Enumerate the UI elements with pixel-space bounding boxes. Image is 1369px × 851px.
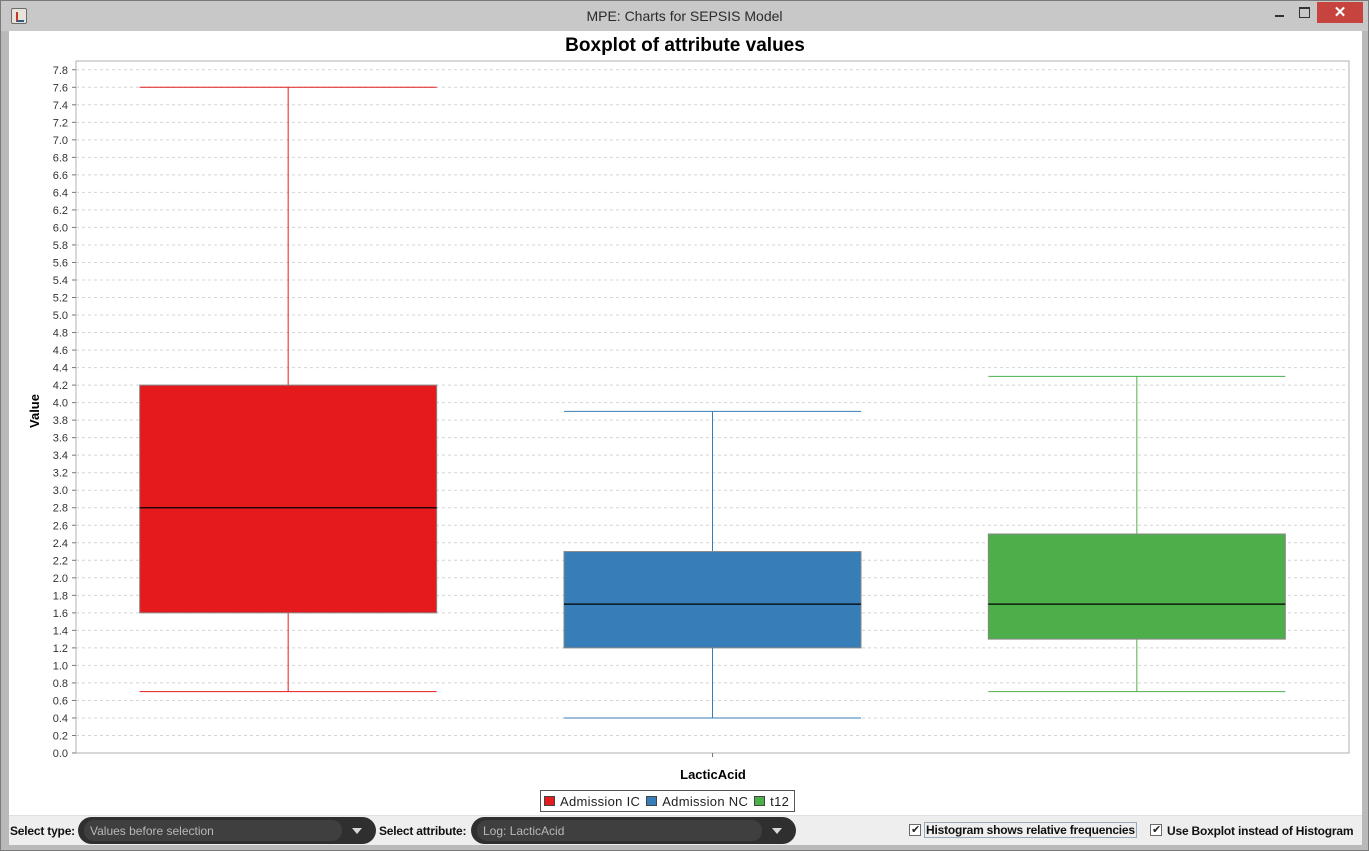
legend-item: Admission NC xyxy=(646,794,748,809)
y-tick-label: 3.0 xyxy=(53,485,68,497)
close-icon: ✕ xyxy=(1333,4,1347,21)
legend-label: Admission IC xyxy=(560,793,641,809)
y-tick-label: 2.8 xyxy=(53,503,68,515)
title-bar[interactable]: MPE: Charts for SEPSIS Model ✕ xyxy=(1,1,1368,31)
select-attribute-label: Select attribute: xyxy=(379,824,467,838)
y-tick-label: 4.4 xyxy=(53,363,68,375)
y-tick-label: 7.8 xyxy=(53,65,68,77)
y-tick-label: 6.4 xyxy=(53,187,68,199)
y-tick-label: 2.2 xyxy=(53,555,68,567)
y-tick-label: 7.6 xyxy=(53,82,68,94)
histogram-relative-label[interactable]: Histogram shows relative frequencies xyxy=(924,822,1137,838)
box-t12[interactable] xyxy=(987,533,1286,640)
boxplot-chart: Boxplot of attribute values 0.0 0.2 0.4 0.6… xyxy=(27,35,1350,782)
minimize-button[interactable] xyxy=(1267,2,1293,23)
y-tick-label: 4.6 xyxy=(53,345,68,357)
legend-label: t12 xyxy=(770,793,790,809)
box-admission-nc[interactable] xyxy=(563,551,862,649)
y-tick-label: 4.0 xyxy=(53,398,68,410)
plot-area: 0.0 0.2 0.4 0.6 0.8 1.0 1.2 1.4 1.6 1.8 2.0 2.2 2.4 2… xyxy=(53,60,1350,760)
y-tick-label: 2.6 xyxy=(53,520,68,532)
chevron-down-icon xyxy=(352,828,362,834)
y-tick-label: 7.2 xyxy=(53,117,68,129)
y-tick-label: 5.8 xyxy=(53,240,68,252)
y-tick-label: 6.6 xyxy=(53,170,68,182)
y-tick-label: 0.6 xyxy=(53,695,68,707)
y-tick-label: 3.4 xyxy=(53,450,68,462)
y-tick-label: 1.6 xyxy=(53,608,68,620)
close-button[interactable]: ✕ xyxy=(1317,2,1363,23)
legend-swatch xyxy=(646,796,658,806)
box-admission-ic[interactable] xyxy=(139,384,438,614)
java-app-icon[interactable] xyxy=(11,8,27,24)
y-tick-label: 2.0 xyxy=(53,573,68,585)
y-tick-label: 3.8 xyxy=(53,415,68,427)
y-tick-label: 3.6 xyxy=(53,433,68,445)
select-type-dropdown[interactable]: Values before selection xyxy=(78,817,376,844)
y-tick-label: 0.4 xyxy=(53,713,68,725)
y-tick-label: 7.4 xyxy=(53,100,68,112)
histogram-relative-checkbox[interactable]: ✔ xyxy=(909,823,921,836)
y-tick-label: 5.0 xyxy=(53,310,68,322)
y-tick-label: 5.2 xyxy=(53,293,68,305)
legend-label: Admission NC xyxy=(662,793,749,809)
checkmark-icon: ✔ xyxy=(1152,823,1162,836)
checkmark-icon: ✔ xyxy=(911,823,921,836)
y-tick-label: 0.2 xyxy=(53,730,68,742)
y-tick-label: 6.0 xyxy=(53,222,68,234)
y-tick-label: 3.2 xyxy=(53,468,68,480)
chart-legend: Admission IC Admission NC t12 xyxy=(540,790,796,812)
y-tick-label: 5.4 xyxy=(53,275,68,287)
legend-item: Admission IC xyxy=(544,794,640,809)
maximize-button[interactable] xyxy=(1291,2,1317,23)
y-tick-label: 1.2 xyxy=(53,643,68,655)
legend-item: t12 xyxy=(754,794,789,809)
y-tick-label: 4.8 xyxy=(53,328,68,340)
y-tick-label: 4.2 xyxy=(53,380,68,392)
y-tick-label: 0.8 xyxy=(53,678,68,690)
y-tick-label: 0.0 xyxy=(53,748,68,760)
chevron-down-icon xyxy=(772,828,782,834)
select-attribute-dropdown[interactable]: Log: LacticAcid xyxy=(471,817,796,844)
y-axis-label: Value xyxy=(27,394,42,428)
y-tick-label: 6.2 xyxy=(53,205,68,217)
window-title: MPE: Charts for SEPSIS Model xyxy=(586,8,783,24)
y-tick-label: 2.4 xyxy=(53,538,68,550)
select-attribute-value: Log: LacticAcid xyxy=(477,820,762,841)
legend-swatch xyxy=(754,796,766,806)
y-tick-label: 7.0 xyxy=(53,135,68,147)
select-type-label: Select type: xyxy=(10,824,75,838)
control-panel: Select type: Values before selection Sel… xyxy=(9,815,1362,845)
chart-panel: Boxplot of attribute values 0.0 0.2 0.4 0.6… xyxy=(9,31,1362,845)
select-type-value: Values before selection xyxy=(84,820,342,841)
chart-title: Boxplot of attribute values xyxy=(565,35,805,56)
y-tick-label: 6.8 xyxy=(53,152,68,164)
y-tick-label: 1.8 xyxy=(53,590,68,602)
use-boxplot-checkbox[interactable]: ✔ xyxy=(1150,823,1162,836)
y-tick-label: 5.6 xyxy=(53,257,68,269)
legend-swatch xyxy=(544,796,555,806)
y-tick-label: 1.4 xyxy=(53,625,68,637)
use-boxplot-label[interactable]: Use Boxplot instead of Histogram xyxy=(1167,824,1354,838)
y-tick-label: 1.0 xyxy=(53,660,68,672)
x-axis-label: LacticAcid xyxy=(680,767,746,782)
